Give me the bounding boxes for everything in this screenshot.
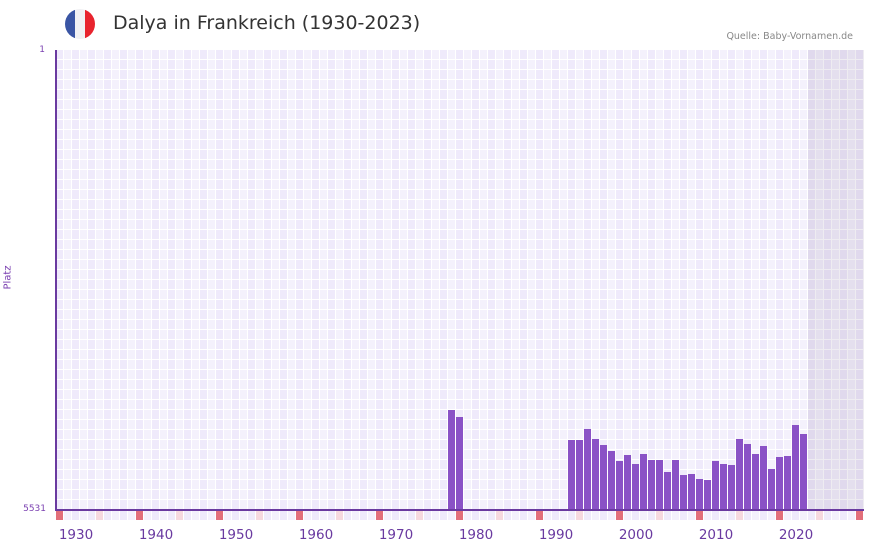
x-tick-label-1950: 1950 bbox=[218, 527, 254, 543]
bar-1995[interactable] bbox=[592, 439, 599, 509]
bar-1998[interactable] bbox=[616, 461, 623, 509]
bar-2017[interactable] bbox=[768, 469, 775, 509]
x-tick-minor bbox=[96, 511, 103, 520]
bar-2011[interactable] bbox=[720, 464, 727, 509]
x-tick-major bbox=[136, 511, 143, 520]
x-tick-label-1930: 1930 bbox=[58, 527, 94, 543]
bar-2019[interactable] bbox=[784, 456, 791, 509]
bar-2001[interactable] bbox=[640, 454, 647, 509]
y-tick-bottom: 5531 bbox=[23, 504, 46, 514]
x-tick-label-2020: 2020 bbox=[778, 527, 814, 543]
x-tick-major bbox=[296, 511, 303, 520]
flag-white bbox=[75, 9, 85, 39]
x-tick-major bbox=[56, 511, 63, 520]
x-tick-minor bbox=[256, 511, 263, 520]
x-tick-label-2000: 2000 bbox=[618, 527, 654, 543]
x-tick-label-2010: 2010 bbox=[698, 527, 734, 543]
x-tick-major bbox=[696, 511, 703, 520]
bar-2021[interactable] bbox=[800, 434, 807, 509]
source-link[interactable]: Quelle: Baby-Vornamen.de bbox=[726, 31, 853, 42]
x-tick-major bbox=[376, 511, 383, 520]
bar-1996[interactable] bbox=[600, 445, 607, 509]
bar-1992[interactable] bbox=[568, 440, 575, 509]
bar-1993[interactable] bbox=[576, 440, 583, 509]
x-tick-major bbox=[456, 511, 463, 520]
future-shading bbox=[808, 50, 864, 510]
x-tick-minor bbox=[416, 511, 423, 520]
bar-2006[interactable] bbox=[680, 475, 687, 509]
bar-2003[interactable] bbox=[656, 460, 663, 509]
x-tick-major bbox=[776, 511, 783, 520]
x-tick-minor bbox=[496, 511, 503, 520]
x-tick-minor bbox=[336, 511, 343, 520]
bar-2016[interactable] bbox=[760, 446, 767, 509]
x-tick-label-1990: 1990 bbox=[538, 527, 574, 543]
x-tick-minor bbox=[656, 511, 663, 520]
bar-1977[interactable] bbox=[448, 410, 455, 509]
x-tick-minor bbox=[816, 511, 823, 520]
bar-1997[interactable] bbox=[608, 451, 615, 509]
bar-1994[interactable] bbox=[584, 429, 591, 509]
x-tick-label-1960: 1960 bbox=[298, 527, 334, 543]
x-tick-minor bbox=[176, 511, 183, 520]
x-tick-minor bbox=[736, 511, 743, 520]
france-flag-icon bbox=[65, 9, 95, 39]
y-axis-line bbox=[55, 50, 57, 511]
bar-1978[interactable] bbox=[456, 417, 463, 509]
x-axis-line bbox=[56, 509, 864, 511]
x-tick-minor bbox=[576, 511, 583, 520]
bar-2012[interactable] bbox=[728, 465, 735, 509]
bar-2010[interactable] bbox=[712, 461, 719, 509]
bar-2013[interactable] bbox=[736, 439, 743, 509]
bar-2004[interactable] bbox=[664, 472, 671, 509]
x-tick-major bbox=[216, 511, 223, 520]
bar-2018[interactable] bbox=[776, 457, 783, 509]
bar-1999[interactable] bbox=[624, 455, 631, 509]
y-axis-label: Platz bbox=[2, 265, 14, 290]
x-tick-label-1970: 1970 bbox=[378, 527, 414, 543]
plot-area bbox=[56, 50, 864, 510]
bar-2008[interactable] bbox=[696, 479, 703, 509]
bar-2020[interactable] bbox=[792, 425, 799, 509]
bar-2009[interactable] bbox=[704, 480, 711, 509]
x-tick-label-1980: 1980 bbox=[458, 527, 494, 543]
bar-2005[interactable] bbox=[672, 460, 679, 509]
bar-2002[interactable] bbox=[648, 460, 655, 509]
bar-2014[interactable] bbox=[744, 444, 751, 509]
bar-2015[interactable] bbox=[752, 454, 759, 509]
chart-title: Dalya in Frankreich (1930-2023) bbox=[113, 12, 421, 34]
bar-2007[interactable] bbox=[688, 474, 695, 509]
x-tick-label-1940: 1940 bbox=[138, 527, 174, 543]
x-tick-major bbox=[536, 511, 543, 520]
x-tick-major bbox=[856, 511, 863, 520]
x-tick-major bbox=[616, 511, 623, 520]
flag-red bbox=[85, 9, 95, 39]
bar-2000[interactable] bbox=[632, 464, 639, 509]
y-tick-top: 1 bbox=[39, 45, 45, 55]
flag-blue bbox=[65, 9, 75, 39]
